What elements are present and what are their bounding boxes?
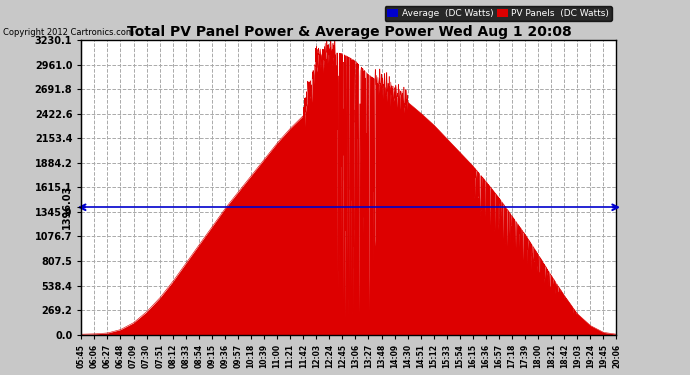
Text: Copyright 2012 Cartronics.com: Copyright 2012 Cartronics.com bbox=[3, 28, 135, 37]
Legend: Average  (DC Watts), PV Panels  (DC Watts): Average (DC Watts), PV Panels (DC Watts) bbox=[384, 6, 612, 21]
Title: Total PV Panel Power & Average Power Wed Aug 1 20:08: Total PV Panel Power & Average Power Wed… bbox=[126, 25, 571, 39]
